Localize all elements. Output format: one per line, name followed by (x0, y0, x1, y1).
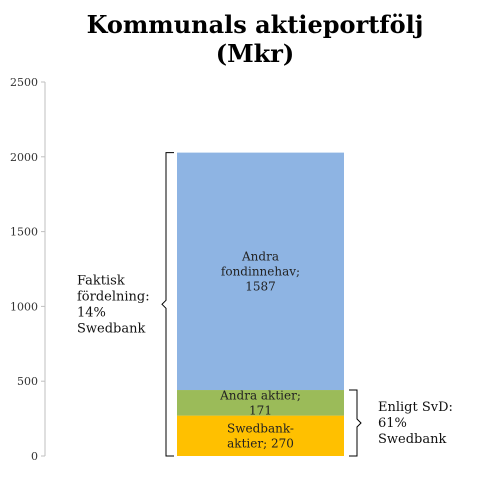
bar-segment (177, 390, 344, 416)
chart-title-line-1: Kommunals aktieportfölj (87, 10, 424, 39)
annotation-text: fördelning: (77, 289, 150, 304)
annotation-text: Swedbank (378, 432, 446, 447)
y-tick-label: 2500 (10, 76, 38, 89)
brace-svd (349, 389, 362, 457)
data-label: Andra (241, 249, 279, 263)
y-tick-label: 0 (31, 450, 38, 463)
y-tick-label: 1500 (10, 226, 38, 239)
annotation-text: Enligt SvD: (378, 400, 453, 415)
annotation-text: 61% (378, 416, 407, 431)
annotation-text: Faktisk (77, 273, 125, 288)
data-label: 171 (249, 403, 272, 417)
brace-faktisk (161, 152, 174, 457)
annotation-text: Swedbank (77, 321, 145, 336)
y-tick-label: 500 (17, 375, 38, 388)
bar-segment (177, 152, 344, 391)
y-axis-ticks: 0 500 1000 1500 2000 2500 (10, 76, 45, 463)
y-tick-label: 2000 (10, 151, 38, 164)
data-label: Swedbank- (227, 421, 294, 435)
annotation-text: 14% (77, 305, 106, 320)
data-label: aktier; 270 (227, 436, 294, 450)
bar-segments: Swedbank-aktier; 270 Andra aktier;171 Andr… (177, 152, 344, 456)
bar-segment (177, 415, 344, 456)
data-label: fondinnehav; (221, 264, 300, 278)
chart-title-line-2: (Mkr) (216, 39, 295, 68)
y-tick-label: 1000 (10, 300, 38, 313)
data-label: Andra aktier; (219, 388, 301, 402)
data-label: 1587 (245, 279, 276, 293)
